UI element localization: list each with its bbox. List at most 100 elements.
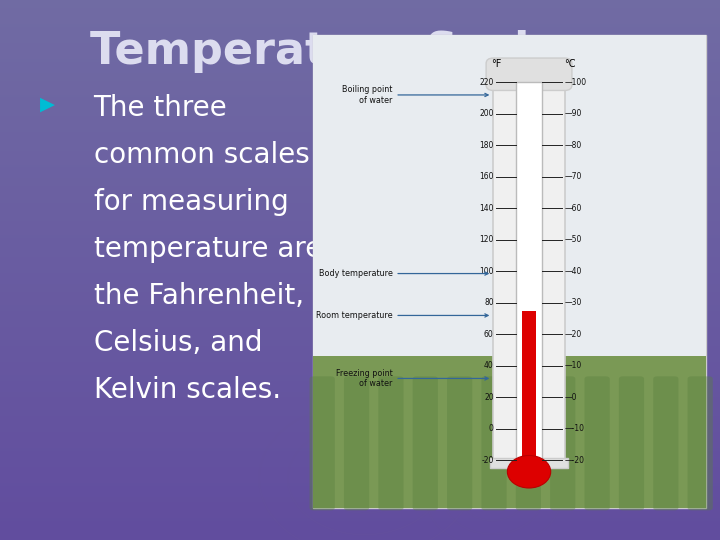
- Bar: [0, 3, 720, 5]
- Bar: [0, 151, 720, 154]
- Bar: [0, 338, 720, 340]
- FancyBboxPatch shape: [516, 376, 541, 510]
- Text: for measuring: for measuring: [94, 188, 288, 217]
- Bar: [0, 184, 720, 186]
- Bar: [0, 78, 720, 81]
- Bar: [0, 362, 720, 364]
- Bar: [0, 8, 720, 11]
- Bar: [0, 192, 720, 194]
- Text: ▶: ▶: [40, 94, 55, 113]
- FancyBboxPatch shape: [619, 376, 644, 510]
- Bar: [0, 491, 720, 494]
- Bar: [0, 224, 720, 227]
- Bar: [0, 389, 720, 392]
- Bar: [0, 429, 720, 432]
- Bar: [0, 532, 720, 535]
- Bar: [0, 200, 720, 202]
- Bar: [0, 524, 720, 526]
- Text: common scales: common scales: [94, 141, 310, 170]
- Bar: [0, 162, 720, 165]
- Bar: [0, 392, 720, 394]
- Bar: [0, 421, 720, 424]
- Bar: [0, 378, 720, 381]
- Bar: [0, 167, 720, 170]
- Bar: [0, 24, 720, 27]
- Bar: [0, 170, 720, 173]
- Bar: [0, 405, 720, 408]
- Bar: [0, 111, 720, 113]
- Text: Body temperature: Body temperature: [318, 269, 488, 278]
- FancyBboxPatch shape: [378, 376, 403, 510]
- Bar: [0, 381, 720, 383]
- Text: Kelvin scales.: Kelvin scales.: [94, 376, 281, 404]
- Bar: [0, 35, 720, 38]
- Text: temperature are: temperature are: [94, 235, 322, 264]
- Bar: [0, 508, 720, 510]
- Bar: [0, 40, 720, 43]
- Bar: [0, 467, 720, 470]
- Text: 40: 40: [484, 361, 494, 370]
- Bar: [0, 294, 720, 297]
- Bar: [0, 297, 720, 300]
- Bar: [0, 313, 720, 316]
- Bar: [0, 489, 720, 491]
- Bar: [0, 500, 720, 502]
- Bar: [0, 138, 720, 140]
- Text: °F: °F: [490, 59, 501, 69]
- Text: —40: —40: [564, 267, 582, 276]
- Bar: [0, 284, 720, 286]
- Bar: [0, 68, 720, 70]
- Bar: [0, 5, 720, 8]
- Bar: [0, 84, 720, 86]
- FancyBboxPatch shape: [344, 376, 369, 510]
- Bar: [0, 70, 720, 73]
- Circle shape: [508, 455, 551, 488]
- Bar: [0, 73, 720, 76]
- Text: —90: —90: [564, 109, 582, 118]
- Bar: [0, 278, 720, 281]
- Bar: [0, 213, 720, 216]
- Bar: [0, 351, 720, 354]
- Bar: [0, 176, 720, 178]
- Bar: [0, 302, 720, 305]
- Bar: [0, 340, 720, 343]
- Bar: [0, 319, 720, 321]
- Bar: [0, 146, 720, 148]
- Bar: [0, 243, 720, 246]
- Bar: [0, 100, 720, 103]
- Text: —50: —50: [564, 235, 582, 244]
- Text: 200: 200: [480, 109, 494, 118]
- Bar: [522, 310, 536, 460]
- Bar: [0, 286, 720, 289]
- Bar: [0, 65, 720, 68]
- Bar: [0, 464, 720, 467]
- Bar: [0, 132, 720, 135]
- Bar: [0, 335, 720, 338]
- Bar: [0, 30, 720, 32]
- Bar: [490, 458, 568, 468]
- Text: 220: 220: [480, 78, 494, 87]
- Bar: [0, 86, 720, 89]
- Bar: [0, 119, 720, 122]
- Bar: [0, 27, 720, 30]
- Bar: [0, 483, 720, 486]
- FancyBboxPatch shape: [653, 376, 678, 510]
- Bar: [0, 43, 720, 46]
- Text: 160: 160: [480, 172, 494, 181]
- Bar: [0, 46, 720, 49]
- Bar: [0, 57, 720, 59]
- Bar: [0, 451, 720, 454]
- Bar: [0, 92, 720, 94]
- Bar: [0, 148, 720, 151]
- Bar: [313, 35, 706, 356]
- Bar: [0, 135, 720, 138]
- Bar: [0, 235, 720, 238]
- Text: 60: 60: [484, 330, 494, 339]
- Text: -20: -20: [482, 456, 494, 465]
- Text: the Fahrenheit,: the Fahrenheit,: [94, 282, 304, 310]
- Bar: [0, 526, 720, 529]
- Bar: [0, 202, 720, 205]
- Bar: [0, 383, 720, 386]
- Bar: [0, 238, 720, 240]
- Bar: [0, 259, 720, 262]
